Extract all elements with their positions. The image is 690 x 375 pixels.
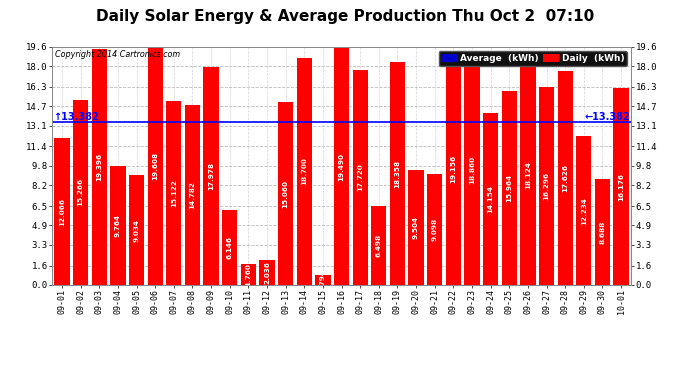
Text: 1.760: 1.760 [246,263,251,286]
Bar [539,87,554,285]
Bar [110,166,126,285]
Text: 15.122: 15.122 [171,179,177,207]
Text: Daily Solar Energy & Average Production Thu Oct 2  07:10: Daily Solar Energy & Average Production … [96,9,594,24]
Bar [204,67,219,285]
Text: 16.296: 16.296 [544,172,549,200]
Text: 17.720: 17.720 [357,164,363,191]
Text: 15.266: 15.266 [78,178,83,206]
Text: 18.124: 18.124 [525,161,531,189]
Bar [241,264,256,285]
Bar [558,71,573,285]
Text: 9.504: 9.504 [413,216,419,239]
Text: 6.498: 6.498 [376,234,382,257]
Text: 9.098: 9.098 [432,218,437,241]
Bar [92,50,107,285]
Bar [446,52,461,285]
Bar [427,174,442,285]
Text: 18.700: 18.700 [302,158,307,185]
Bar [315,275,331,285]
Bar [408,170,424,285]
Text: 9.764: 9.764 [115,214,121,237]
Text: 17.626: 17.626 [562,164,568,192]
Bar [464,56,480,285]
Text: 17.978: 17.978 [208,162,214,190]
Legend: Average  (kWh), Daily  (kWh): Average (kWh), Daily (kWh) [439,51,627,66]
Text: ↑13.382: ↑13.382 [52,112,99,122]
Bar [222,210,237,285]
Text: 8.688: 8.688 [600,220,605,244]
Bar [278,102,293,285]
Text: 14.154: 14.154 [488,185,493,213]
Bar [185,105,200,285]
Bar [483,113,498,285]
Bar [502,91,517,285]
Text: 0.794: 0.794 [320,269,326,292]
Bar [166,101,181,285]
Bar [595,180,610,285]
Text: ←13.382: ←13.382 [584,112,631,122]
Text: 19.490: 19.490 [339,153,344,181]
Text: 18.358: 18.358 [395,159,400,188]
Text: 18.860: 18.860 [469,156,475,184]
Text: 12.066: 12.066 [59,198,65,226]
Bar [297,58,312,285]
Bar [334,48,349,285]
Text: 19.156: 19.156 [451,154,456,183]
Bar [129,175,144,285]
Bar [259,260,275,285]
Text: 19.608: 19.608 [152,152,158,180]
Text: 9.034: 9.034 [134,219,139,242]
Text: Copyright 2014 Cartronics.com: Copyright 2014 Cartronics.com [55,51,180,60]
Bar [73,99,88,285]
Bar [390,62,405,285]
Bar [353,70,368,285]
Bar [576,136,591,285]
Text: 12.234: 12.234 [581,197,586,225]
Bar [613,88,629,285]
Text: 2.036: 2.036 [264,261,270,284]
Text: 15.060: 15.060 [283,180,288,207]
Bar [148,47,163,285]
Bar [520,65,535,285]
Text: 16.176: 16.176 [618,173,624,201]
Bar [55,138,70,285]
Text: 15.964: 15.964 [506,174,512,202]
Bar [371,206,386,285]
Text: 6.146: 6.146 [227,236,233,259]
Text: 19.396: 19.396 [97,153,102,181]
Text: 14.782: 14.782 [190,181,195,209]
